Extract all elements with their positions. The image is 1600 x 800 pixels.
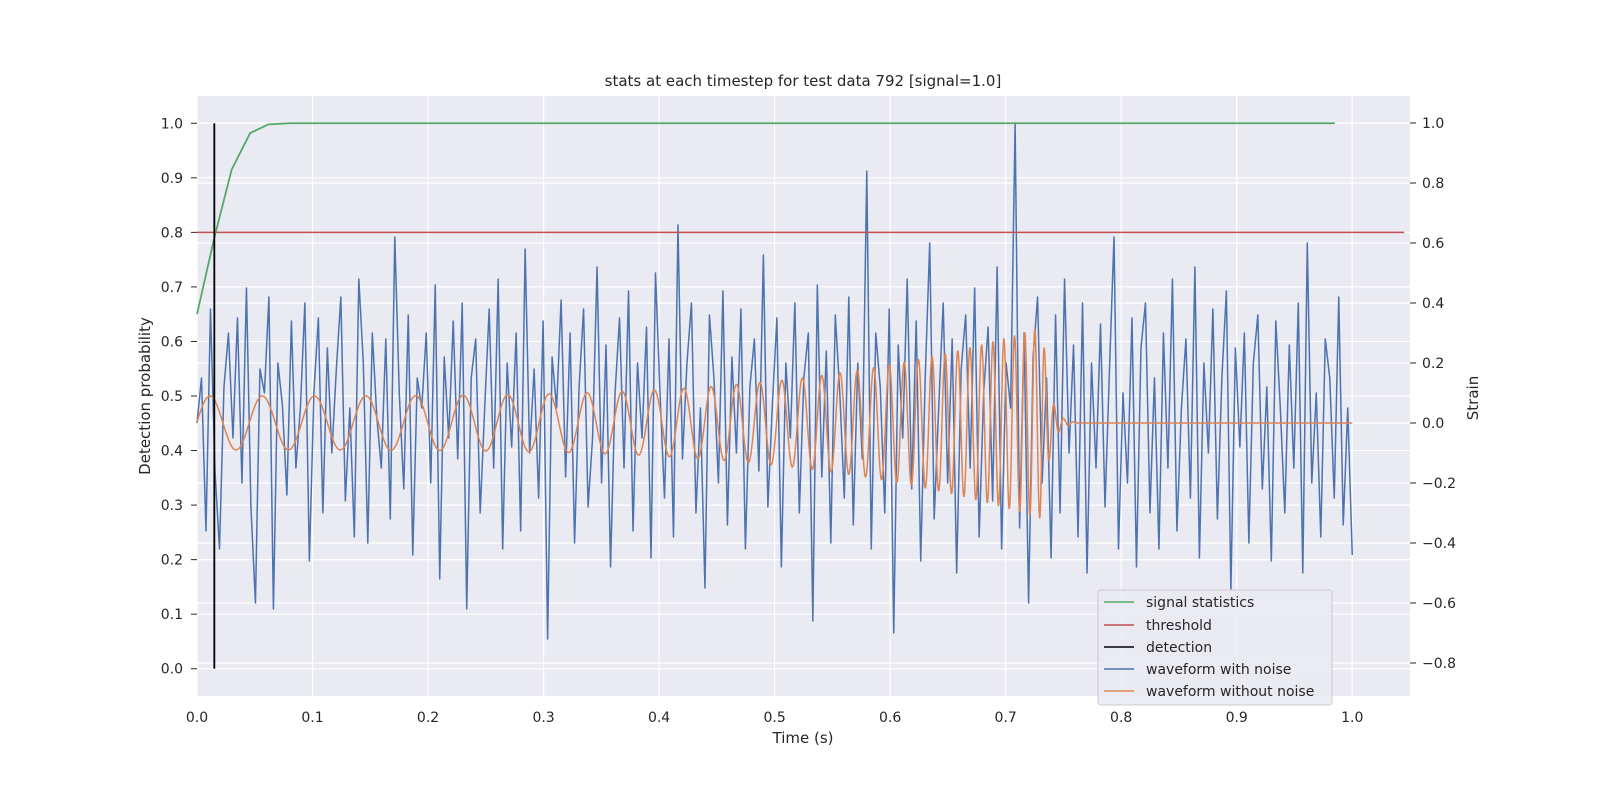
legend-item-signal-statistics: signal statistics (1104, 595, 1254, 611)
y-right-tick-label: −0.4 (1422, 536, 1456, 552)
x-tick-label: 1.0 (1341, 710, 1363, 726)
y-right-tick-label: −0.6 (1422, 596, 1456, 612)
x-tick-label: 0.8 (1110, 710, 1132, 726)
x-tick-label: 0.9 (1226, 710, 1248, 726)
legend-label: waveform with noise (1146, 662, 1291, 678)
legend-item-detection: detection (1104, 640, 1212, 656)
y-left-tick-label: 0.2 (161, 553, 183, 569)
x-tick-label: 0.1 (301, 710, 323, 726)
x-tick-label: 0.6 (879, 710, 901, 726)
legend-label: threshold (1146, 618, 1212, 634)
series-signal-statistics (196, 122, 1335, 315)
legend-item-waveform-with-noise: waveform with noise (1104, 662, 1291, 678)
y-right-tick-label: 1.0 (1422, 116, 1444, 132)
y-left-tick-label: 0.9 (161, 171, 183, 187)
y-left-axis-ticks: 0.0 0.1 0.2 0.3 0.4 0.5 0.6 0.7 0.8 0.9 1.0 (161, 116, 197, 678)
legend-item-threshold: threshold (1104, 618, 1212, 634)
y-right-tick-label: −0.2 (1422, 476, 1456, 492)
y-left-tick-label: 0.6 (161, 334, 183, 350)
series-waveform-without-noise (196, 328, 1353, 519)
y-left-tick-label: 0.5 (161, 389, 183, 405)
y-left-tick-label: 0.4 (161, 444, 183, 460)
legend-label: detection (1146, 640, 1212, 656)
series-waveform-with-noise (196, 122, 1353, 640)
x-tick-label: 0.4 (648, 710, 670, 726)
x-axis-title: Time (s) (772, 729, 834, 747)
y-right-tick-label: −0.8 (1422, 656, 1456, 672)
x-tick-label: 0.2 (417, 710, 439, 726)
legend-label: signal statistics (1146, 595, 1254, 611)
y-left-tick-label: 0.8 (161, 225, 183, 241)
series-layer (196, 122, 1405, 669)
legend-box (1097, 589, 1333, 706)
legend: signal statistics threshold detection wa… (1097, 589, 1333, 706)
chart-title: stats at each timestep for test data 792… (605, 72, 1002, 90)
x-tick-label: 0.0 (186, 710, 208, 726)
y-right-tick-label: 0.8 (1422, 176, 1444, 192)
x-tick-label: 0.3 (532, 710, 554, 726)
y-right-tick-label: 0.2 (1422, 356, 1444, 372)
y-left-tick-label: 0.7 (161, 280, 183, 296)
x-tick-label: 0.5 (763, 710, 785, 726)
x-tick-label: 0.7 (995, 710, 1017, 726)
y-right-axis-title: Strain (1464, 376, 1482, 420)
y-left-tick-label: 0.0 (161, 662, 183, 678)
legend-item-waveform-without-noise: waveform without noise (1104, 684, 1314, 700)
legend-label: waveform without noise (1146, 684, 1314, 700)
y-left-axis-title: Detection probability (136, 317, 154, 475)
y-left-tick-label: 0.1 (161, 607, 183, 623)
y-left-tick-label: 1.0 (161, 116, 183, 132)
y-left-tick-label: 0.3 (161, 498, 183, 514)
y-right-tick-label: 0.6 (1422, 236, 1444, 252)
y-right-tick-label: 0.0 (1422, 416, 1444, 432)
x-axis-ticks: 0.0 0.1 0.2 0.3 0.4 0.5 0.6 0.7 0.8 0.9 1.0 (186, 710, 1364, 726)
y-right-tick-label: 0.4 (1422, 296, 1444, 312)
y-right-axis-ticks: −0.8 −0.6 −0.4 −0.2 0.0 0.2 0.4 0.6 0.8 1.0 (1410, 116, 1456, 672)
